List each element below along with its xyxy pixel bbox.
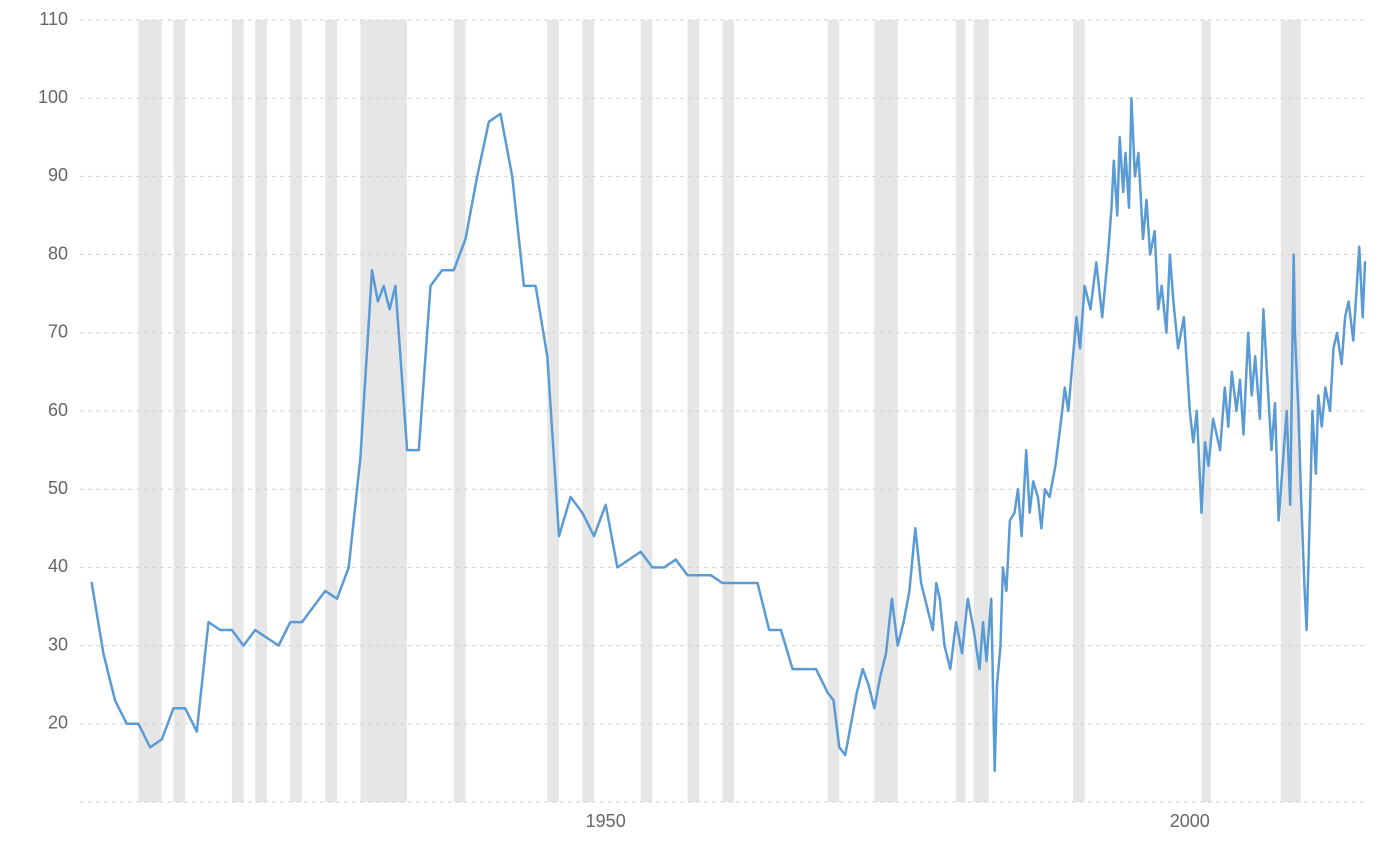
y-tick-label: 40 (48, 556, 68, 576)
y-tick-label: 60 (48, 400, 68, 420)
y-tick-label: 30 (48, 634, 68, 654)
y-tick-label: 20 (48, 713, 68, 733)
y-tick-label: 100 (38, 87, 68, 107)
y-tick-label: 70 (48, 322, 68, 342)
x-tick-label: 2000 (1170, 811, 1210, 831)
y-tick-label: 50 (48, 478, 68, 498)
y-tick-label: 80 (48, 243, 68, 263)
shaded-band (138, 20, 161, 802)
y-tick-label: 110 (39, 9, 68, 29)
x-tick-label: 1950 (586, 811, 626, 831)
chart-container: 20 30 40 50 60 70 80 90 100 110 1950 2000 (0, 0, 1385, 852)
y-tick-label: 90 (48, 165, 68, 185)
line-chart: 20 30 40 50 60 70 80 90 100 110 1950 2000 (0, 0, 1385, 852)
